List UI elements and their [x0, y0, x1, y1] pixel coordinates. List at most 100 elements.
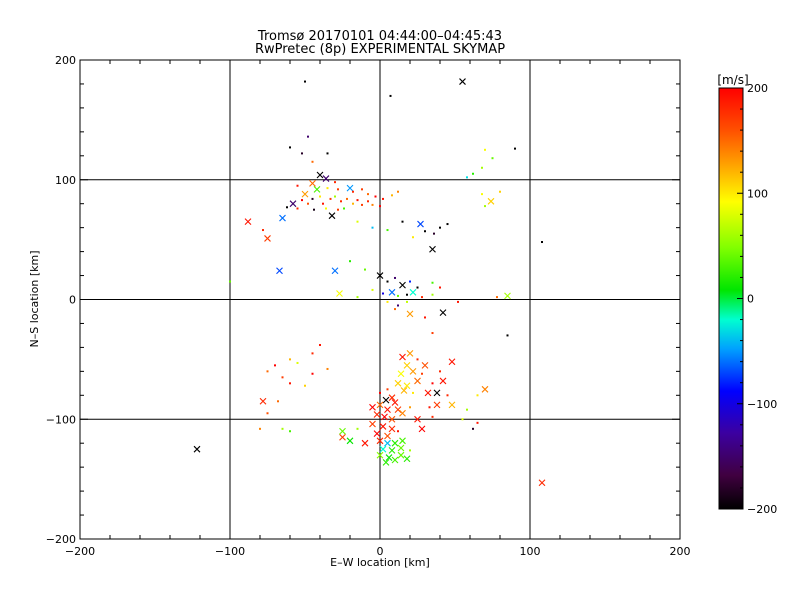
data-point-dot	[326, 367, 329, 370]
data-point-cross	[433, 389, 441, 397]
data-point-dot	[476, 394, 479, 397]
data-point-dot	[301, 199, 303, 202]
x-axis-label: E–W location [km]	[330, 556, 430, 569]
data-point-dot	[433, 232, 435, 235]
data-point-cross	[379, 423, 387, 430]
data-point-cross	[276, 267, 283, 275]
data-point-cross	[397, 451, 405, 459]
data-point-cross	[448, 358, 456, 366]
data-point-cross	[331, 267, 339, 275]
data-point-dot	[361, 203, 363, 206]
y-tick-label: 200	[55, 54, 76, 67]
data-point-cross	[376, 451, 384, 459]
data-point-dot	[386, 229, 389, 232]
data-point-cross	[259, 397, 267, 405]
data-point-dot	[319, 344, 321, 347]
colorbar-tick-label: −200	[747, 503, 777, 516]
data-point-dot	[356, 220, 359, 223]
data-point-dot	[371, 226, 374, 229]
data-point-dot	[322, 202, 324, 205]
data-point-cross	[414, 415, 421, 423]
data-point-dot	[356, 296, 359, 299]
data-point-cross	[388, 394, 396, 402]
data-point-dot	[406, 300, 408, 303]
data-point-dot	[421, 372, 423, 375]
axis-tick-labels: −200 −100 0 100 200 −200 −100 0 100 200	[46, 54, 691, 558]
data-point-dot	[397, 294, 399, 297]
data-point-dot	[289, 382, 291, 385]
data-point-dot	[296, 207, 299, 210]
data-point-dot	[431, 281, 434, 284]
data-point-dot	[389, 94, 392, 97]
data-point-cross	[339, 427, 346, 435]
data-point-cross	[400, 387, 408, 394]
data-point-cross	[399, 409, 406, 417]
data-point-cross	[388, 446, 396, 454]
data-point-dot	[352, 202, 354, 205]
data-point-cross	[391, 439, 399, 447]
chart-title: Tromsø 20170101 04:44:00–04:45:43	[257, 29, 502, 44]
data-point-dot	[409, 449, 411, 452]
data-point-cross	[388, 415, 396, 423]
data-point-dot	[394, 276, 396, 279]
data-point-dot	[481, 166, 483, 169]
data-point-dot	[499, 190, 501, 193]
data-point-dot	[457, 300, 459, 303]
data-point-cross	[397, 444, 405, 452]
data-point-cross	[439, 377, 447, 385]
data-point-cross	[399, 353, 406, 361]
data-point-cross	[382, 396, 390, 404]
data-point-cross	[339, 433, 346, 441]
data-point-dot	[424, 230, 426, 233]
data-point-dot	[446, 394, 449, 397]
data-point-cross	[382, 458, 390, 466]
data-point-cross	[433, 401, 441, 409]
data-point-dot	[340, 200, 342, 203]
data-point-cross	[388, 288, 396, 296]
data-point-dot	[277, 400, 279, 403]
data-point-dot	[461, 418, 464, 421]
data-point-dot	[289, 358, 291, 361]
data-point-dot	[304, 384, 306, 387]
data-point-dot	[374, 195, 377, 198]
data-point-cross	[421, 361, 429, 369]
data-point-dot	[386, 300, 389, 303]
data-points	[193, 78, 546, 487]
data-point-cross	[429, 245, 436, 253]
data-point-cross	[336, 290, 343, 297]
data-point-dot	[326, 187, 329, 190]
data-point-cross	[481, 385, 489, 393]
data-point-dot	[329, 197, 332, 200]
data-point-dot	[382, 197, 384, 200]
y-tick-label: −100	[46, 413, 76, 426]
data-point-cross	[394, 379, 402, 387]
data-point-dot	[307, 202, 309, 205]
data-point-dot	[334, 195, 336, 198]
data-point-cross	[391, 399, 399, 406]
data-point-dot	[397, 430, 399, 433]
data-point-dot	[397, 190, 399, 193]
data-point-cross	[424, 389, 432, 397]
data-point-dot	[431, 332, 434, 335]
data-point-dot	[311, 372, 314, 375]
data-point-dot	[386, 388, 389, 391]
data-point-dot	[274, 364, 276, 367]
chart-subtitle: RwPretec (8p) EXPERIMENTAL SKYMAP	[255, 42, 505, 57]
data-point-dot	[313, 208, 315, 211]
colorbar-tick-label: 100	[747, 187, 768, 200]
data-point-cross	[313, 185, 321, 193]
data-point-cross	[376, 401, 384, 409]
data-point-dot	[337, 188, 339, 191]
data-point-cross	[384, 439, 391, 447]
data-point-dot	[481, 193, 483, 196]
data-point-dot	[428, 406, 431, 409]
data-point-dot	[391, 194, 393, 197]
data-point-dot	[439, 226, 441, 229]
data-point-dot	[446, 223, 449, 226]
data-point-dot	[356, 427, 359, 430]
data-point-dot	[367, 200, 369, 203]
data-point-dot	[296, 361, 299, 364]
data-point-dot	[386, 280, 389, 283]
y-axis-label: N–S location [km]	[28, 250, 41, 347]
data-point-dot	[356, 199, 359, 202]
